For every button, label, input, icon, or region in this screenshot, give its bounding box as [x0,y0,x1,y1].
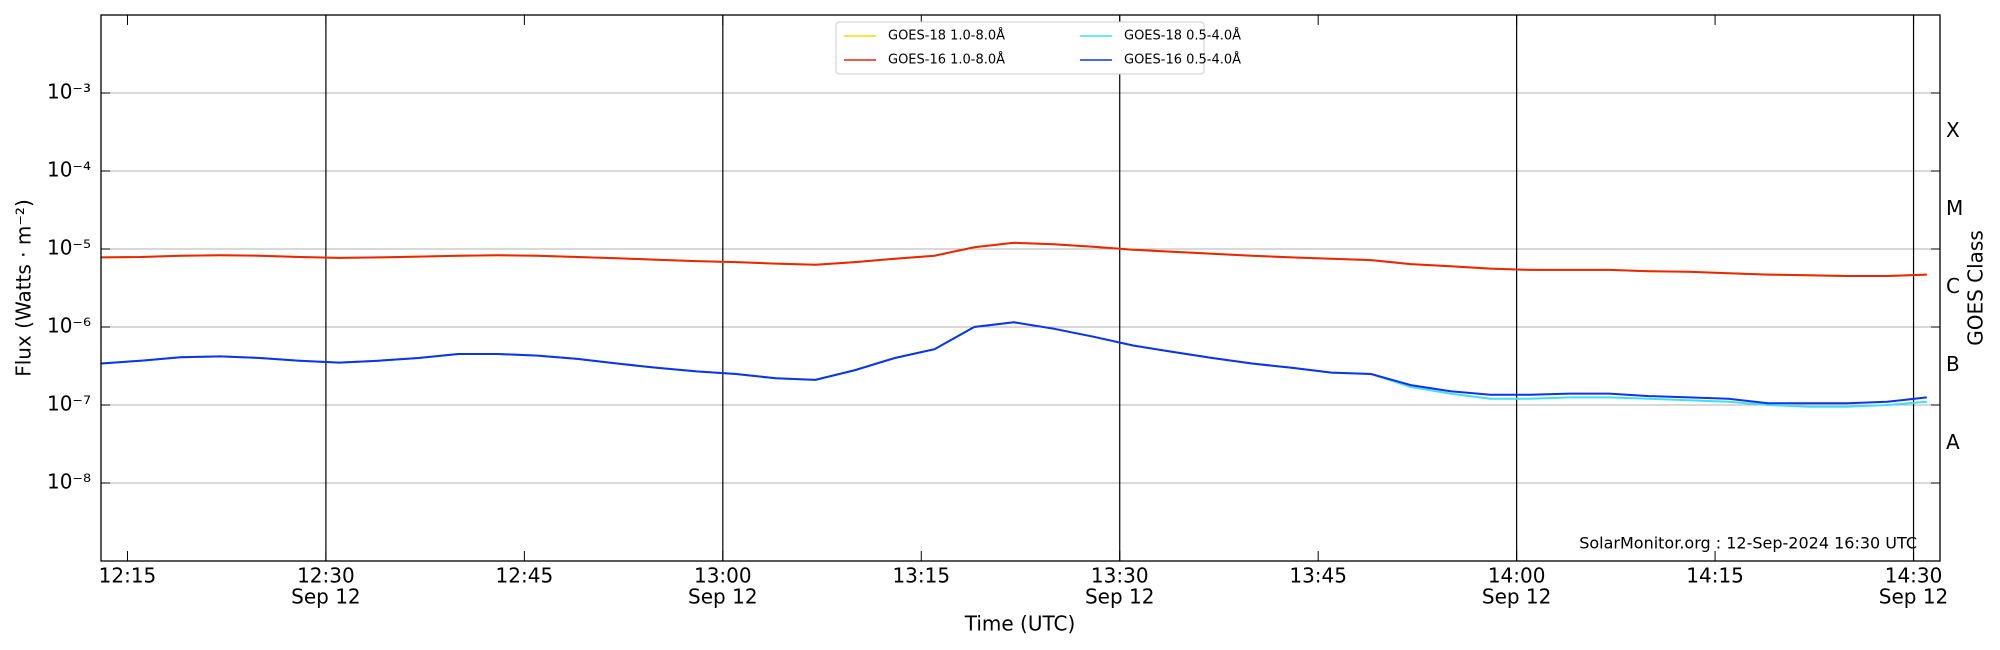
legend-label: GOES-16 0.5-4.0Å [1124,52,1241,68]
x-tick-label: 13:30 [1091,564,1149,588]
y-tick-label: 10⁻⁵ [47,236,91,260]
legend-label: GOES-16 1.0-8.0Å [888,52,1005,68]
series-line [100,321,1927,405]
x-tick-sublabel: Sep 12 [1482,585,1552,609]
plot-frame [100,14,1941,562]
series-line [100,321,1927,408]
x-tick-sublabel: Sep 12 [688,585,758,609]
y-tick-label: 10⁻⁴ [47,158,91,182]
x-tick-label: 12:30 [297,564,355,588]
x-tick-label: 12:45 [496,564,554,588]
legend-label: GOES-18 0.5-4.0Å [1124,28,1241,44]
x-tick-sublabel: Sep 12 [291,585,361,609]
legend-label: GOES-18 1.0-8.0Å [888,28,1005,44]
x-tick-label: 12:15 [99,564,157,588]
y-tick-label: 10⁻⁶ [47,314,91,338]
series-line [100,241,1927,277]
x-tick-label: 14:15 [1686,564,1744,588]
legend: GOES-18 1.0-8.0Å GOES-16 1.0-8.0Å GOES-18 … [835,21,1241,75]
class-label: M [1946,196,1963,220]
x-tick-label: 14:00 [1488,564,1546,588]
x-tick-label: 13:15 [892,564,950,588]
y-axis-label: Flux (Watts · m⁻²) [12,199,36,377]
y-tick-label: 10⁻⁸ [47,470,91,494]
x-tick-label: 14:30 [1885,564,1943,588]
x-tick-label: 13:45 [1289,564,1347,588]
class-label: X [1946,118,1960,142]
y2-axis-label: GOES Class [1964,230,1988,346]
y-tick-label: 10⁻³ [47,80,91,104]
y-tick-label: 10⁻⁷ [47,392,91,416]
legend-box [835,21,1205,75]
class-label: A [1946,430,1960,454]
x-tick-label: 13:00 [694,564,752,588]
x-axis-label: Time (UTC) [964,612,1076,636]
class-label: B [1946,352,1960,376]
x-tick-sublabel: Sep 12 [1085,585,1155,609]
x-tick-sublabel: Sep 12 [1879,585,1949,609]
annotation: SolarMonitor.org : 12-Sep-2024 16:30 UTC [1579,534,1917,553]
class-label: C [1946,274,1960,298]
